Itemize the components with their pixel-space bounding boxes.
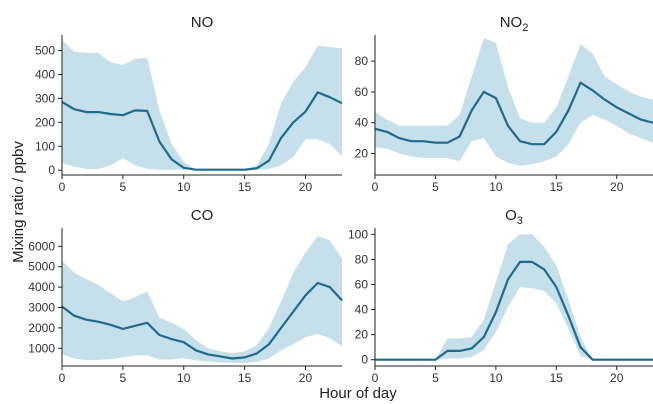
panel-1-y-tick-label: 0 [48,163,55,177]
panel-4-x-tick-label: 15 [550,371,564,385]
panel-1-y-tick-label: 100 [35,139,55,153]
panel-4-range-band [375,234,653,360]
panel-4-x-tick-label: 10 [489,371,503,385]
panel-4-y-tick-label: 0 [361,353,368,367]
panel-3-x-tick-label: 15 [238,371,252,385]
panel-3-x-tick-label: 0 [59,371,66,385]
panel-3-x-tick-label: 10 [177,371,191,385]
panel-2-x-tick-label: 5 [432,180,439,194]
panel-1-y-tick-label: 500 [35,44,55,58]
panel-1-median-line [61,91,343,171]
panel-2-x-tick-label: 10 [489,180,503,194]
panel-2-y-tick-label: 80 [355,54,369,68]
panel-4-title: O3 [505,207,523,227]
panel-1-x-tick-label: 10 [177,180,191,194]
panel-1-title-main: NO [191,14,214,31]
panel-4-x-tick-label: 0 [372,371,379,385]
panel-2-x-tick-label: 20 [610,180,624,194]
panel-3-x-tick-label: 20 [299,371,313,385]
panel-3-title-main: CO [191,207,214,224]
panel-4-title-main: O [505,207,517,224]
x-axis-title: Hour of day [319,385,397,402]
panel-1-y-tick-label: 200 [35,115,55,129]
panel-1-x-tick-label: 0 [59,180,66,194]
panel-2-median-line [374,81,653,146]
panel-3-y-tick-label: 2000 [28,321,55,335]
panel-1-title: NO [191,14,214,31]
panel-3-y-tick-label: 3000 [28,300,55,314]
panel-3-x-tick-label: 5 [120,371,127,385]
panel-2-title-subscript: 2 [522,22,528,34]
panel-4-title-subscript: 3 [517,215,523,227]
panel-4-y-tick-label: 80 [355,252,369,266]
panel-4-y-tick-label: 100 [348,227,368,241]
panel-4: O3 0 5 10 15 20 0 20 40 60 80 100 [348,207,653,385]
panel-4-x-tick-label: 5 [432,371,439,385]
panel-4-y-tick-label: 60 [355,277,369,291]
panel-3-y-tick-label: 5000 [28,260,55,274]
panel-2-y-tick-label: 60 [355,85,369,99]
panel-3-median-line [61,281,343,360]
panel-3-title: CO [191,207,214,224]
panel-2-x-tick-label: 0 [372,180,379,194]
panel-2-x-tick-label: 15 [550,180,564,194]
panel-3: CO 0 5 10 15 20 1000 2000 3000 4000 5000 6000 [28,207,343,385]
y-axis-title: Mixing ratio / ppbv [10,141,27,263]
panel-1-x-tick-label: 20 [299,180,313,194]
panel-3-range-band [62,236,342,363]
panel-3-y-tick-label: 1000 [28,341,55,355]
panel-2-range-band [375,38,653,166]
panel-2-y-tick-label: 20 [355,146,369,160]
panel-3-y-tick-label: 6000 [28,239,55,253]
panel-4-y-tick-label: 20 [355,328,369,342]
panel-4-x-tick-label: 20 [610,371,624,385]
panel-1-x-tick-label: 5 [120,180,127,194]
panel-2-y-tick-label: 40 [355,116,369,130]
panel-2-title-main: NO [500,14,523,31]
panel-1-y-tick-label: 400 [35,67,55,81]
panel-4-y-tick-label: 40 [355,303,369,317]
panel-3-y-tick-label: 4000 [28,280,55,294]
panel-1-x-tick-label: 15 [238,180,252,194]
panel-1-range-band [62,39,342,170]
panel-4-median-line [375,260,653,361]
panel-2-title: NO2 [500,14,529,34]
panel-1-y-tick-label: 300 [35,91,55,105]
